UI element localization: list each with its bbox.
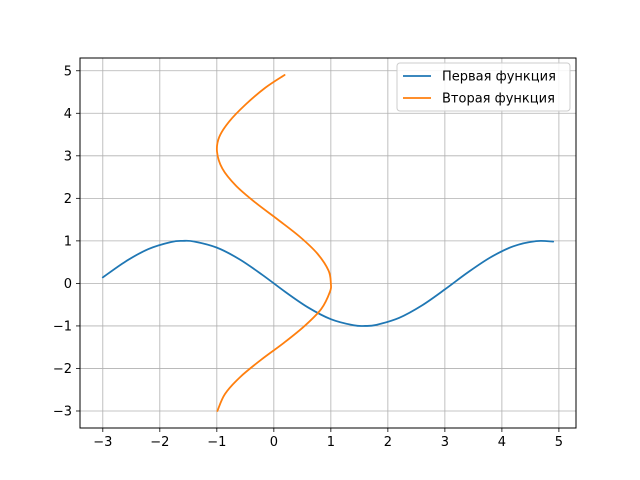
x-tick-label: −1 — [207, 435, 226, 450]
x-tick-label: 0 — [270, 435, 278, 450]
y-tick-label: −3 — [53, 404, 72, 419]
axes: −3 −2 −1 0 1 2 3 4 5 −3 −2 −1 0 1 2 3 4 5 — [53, 64, 563, 450]
grid — [80, 58, 576, 428]
legend-box — [396, 62, 571, 112]
y-tick-label: 3 — [64, 149, 72, 164]
x-tick-label: 2 — [384, 435, 392, 450]
x-tick-label: 5 — [555, 435, 563, 450]
y-tick-label: 1 — [64, 234, 72, 249]
x-tick-label: −3 — [93, 435, 112, 450]
x-tick-label: −2 — [150, 435, 169, 450]
y-tick-label: 2 — [64, 192, 72, 207]
legend-label-1: Первая функция — [442, 70, 556, 85]
series-layer — [101, 74, 555, 412]
x-tick-label: 1 — [327, 435, 335, 450]
series-line-2 — [215, 74, 332, 412]
plot-area — [80, 58, 576, 428]
legend: Первая функция Вторая функция — [396, 62, 571, 112]
y-tick-label: 0 — [64, 277, 72, 292]
plot-frame — [79, 57, 577, 429]
y-tick-label: 5 — [64, 64, 72, 79]
y-tick-label: −1 — [53, 319, 72, 334]
y-tick-label: −2 — [53, 362, 72, 377]
x-tick-label: 4 — [498, 435, 506, 450]
y-tick-label: 4 — [64, 107, 72, 122]
legend-label-2: Вторая функция — [442, 92, 555, 107]
x-tick-label: 3 — [441, 435, 449, 450]
series-line-1 — [101, 239, 555, 327]
